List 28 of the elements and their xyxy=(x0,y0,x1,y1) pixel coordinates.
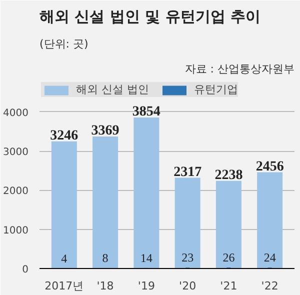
data-label: 23 xyxy=(182,250,194,265)
data-label: 2317 xyxy=(174,164,202,180)
x-tick-label: '19 xyxy=(138,280,155,292)
x-tick-label: 2017년 xyxy=(44,280,84,292)
legend-label: 해외 신설 법인 xyxy=(76,82,149,97)
data-label: 2238 xyxy=(214,168,243,183)
x-tick-label: '18 xyxy=(96,280,114,292)
data-label: 26 xyxy=(222,250,235,264)
data-label: 3246 xyxy=(50,128,78,144)
legend-label: 유턴기업 xyxy=(194,82,238,97)
x-tick-label: '22 xyxy=(261,280,278,292)
data-label: 3854 xyxy=(132,104,160,120)
y-tick-label: 1000 xyxy=(3,225,29,236)
data-label: 24 xyxy=(264,250,276,265)
y-tick-label: 4000 xyxy=(3,108,29,119)
y-tick-label: 3000 xyxy=(3,147,29,158)
data-label: 2456 xyxy=(256,159,284,174)
data-label: 3369 xyxy=(91,124,120,139)
chart-subtitle: (단위: 곳) xyxy=(40,38,88,50)
x-tick-label: '21 xyxy=(220,280,238,292)
y-tick-label: 0 xyxy=(22,264,29,276)
data-label: 14 xyxy=(140,250,152,265)
text: 자료 : 산업통상자원부 xyxy=(184,62,295,76)
y-tick-label: 2000 xyxy=(3,186,29,198)
data-label: 4 xyxy=(61,251,68,266)
data-label: 8 xyxy=(102,251,108,266)
chart-title: 해외 신설 법인 및 유턴기업 추이 xyxy=(40,8,261,26)
x-tick-label: '20 xyxy=(179,280,196,292)
